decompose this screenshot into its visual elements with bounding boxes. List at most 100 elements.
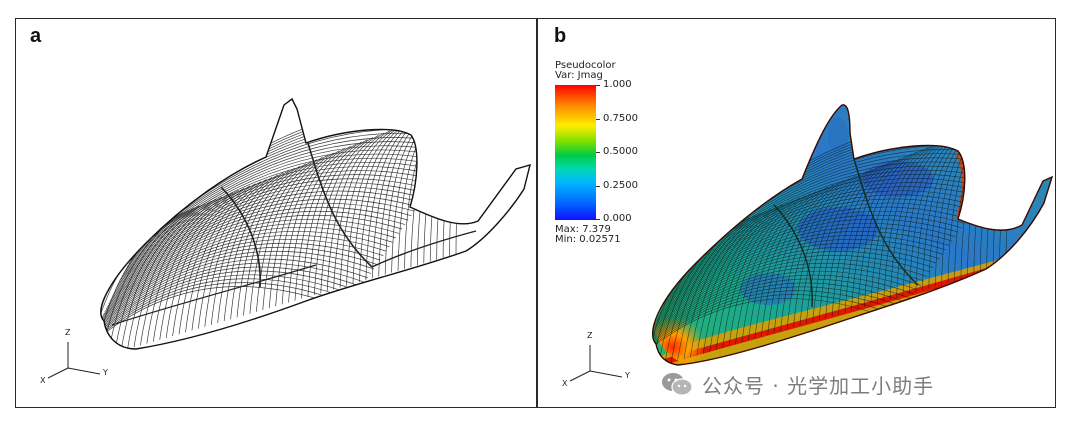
mesh-line	[748, 188, 823, 341]
mesh-line	[715, 199, 795, 350]
mesh-line	[113, 202, 412, 294]
mesh-line	[652, 255, 931, 332]
mesh-line	[728, 195, 806, 347]
mesh-line	[442, 99, 485, 258]
mesh-line	[652, 294, 900, 359]
mesh-line	[178, 183, 256, 335]
legend-variable: Var: Jmag	[555, 70, 603, 81]
axis-y-label: Y	[625, 371, 630, 380]
mesh-line	[741, 191, 817, 343]
mesh-line	[653, 247, 937, 327]
axis-triad-b: Z Y X	[560, 331, 640, 392]
axis-x-label: X	[40, 376, 46, 385]
mesh-line	[857, 151, 918, 309]
mesh-line	[780, 177, 851, 332]
mesh-line	[799, 171, 868, 326]
legend-tick: 0.000	[603, 213, 632, 224]
mesh-line	[838, 158, 901, 315]
mesh-line	[889, 140, 946, 300]
mesh-line	[236, 163, 306, 318]
mesh-line	[346, 126, 402, 286]
mesh-line	[301, 141, 362, 299]
mesh-line	[883, 142, 940, 302]
mesh-line	[652, 258, 928, 335]
colorbar	[555, 85, 596, 220]
mesh-line	[204, 174, 279, 327]
mesh-line	[722, 197, 801, 349]
mesh-line	[652, 278, 912, 348]
mesh-line	[210, 172, 284, 325]
mesh-line	[767, 182, 840, 336]
mesh-line	[812, 166, 879, 322]
mesh-line	[677, 213, 761, 362]
mesh-line	[112, 206, 409, 296]
mesh-line	[844, 155, 907, 313]
mesh-line	[702, 204, 784, 354]
mesh-line	[455, 99, 497, 255]
mesh-line	[670, 215, 756, 363]
mesh-line	[754, 186, 829, 339]
mesh-line	[107, 223, 396, 307]
legend-tick: 0.2500	[603, 180, 638, 191]
panel-b: b Pseudocolor Var: Jmag 1.000 0.7500 0.5…	[537, 18, 1056, 408]
mesh-line	[786, 175, 856, 330]
mesh-line	[129, 153, 449, 262]
mesh-line	[313, 137, 374, 296]
mesh-line	[114, 205, 200, 349]
mesh-line	[131, 149, 452, 259]
mesh-line	[100, 274, 356, 342]
mesh-line	[133, 198, 217, 348]
mesh-line	[100, 270, 359, 339]
mesh-line	[429, 99, 474, 262]
mesh-line	[268, 152, 334, 309]
mesh-line	[100, 246, 378, 323]
mesh-line	[185, 181, 262, 333]
mesh-line	[818, 164, 884, 321]
mesh-line	[100, 250, 375, 326]
mesh-line	[307, 139, 368, 297]
mesh-line	[655, 239, 943, 322]
mesh-line	[217, 170, 290, 324]
mesh-line	[146, 194, 228, 344]
mesh-line	[735, 193, 812, 345]
axis-triad-icon	[569, 345, 623, 382]
mesh-line	[281, 148, 346, 305]
feature-line	[853, 158, 919, 286]
axis-x-label: X	[562, 379, 568, 388]
mesh-line	[683, 210, 767, 360]
mesh-line	[352, 123, 407, 284]
mesh-line	[652, 282, 909, 351]
pseudocolor-model	[651, 104, 1053, 366]
mesh-line	[659, 227, 953, 314]
axis-y-label: Y	[103, 368, 108, 377]
mesh-line	[262, 154, 329, 310]
mesh-line	[333, 130, 390, 290]
mesh-line	[140, 196, 223, 346]
feature-line	[220, 186, 261, 288]
mesh-line	[326, 132, 385, 292]
mesh-line	[249, 159, 318, 314]
legend-title: Pseudocolor	[555, 60, 616, 71]
mesh-line	[652, 290, 903, 356]
mesh-line	[870, 147, 929, 306]
mesh-line	[111, 210, 406, 299]
wireframe-model	[100, 98, 531, 350]
mesh-line	[172, 185, 251, 337]
panel-a: a Z Y X	[15, 18, 537, 408]
mesh-line	[760, 184, 834, 337]
mesh-line	[152, 192, 234, 342]
mesh-line	[288, 145, 351, 303]
axis-triad-icon	[47, 342, 101, 379]
legend-tick: 0.7500	[603, 113, 638, 124]
color-legend: Pseudocolor Var: Jmag 1.000 0.7500 0.500…	[553, 61, 673, 261]
legend-max: Max: 7.379	[555, 224, 611, 235]
mesh-line	[876, 144, 935, 304]
mesh-line	[652, 266, 921, 340]
mesh-line	[667, 202, 971, 298]
mesh-line	[773, 180, 845, 334]
mesh-line	[678, 169, 996, 276]
axis-triad-a: Z Y X	[38, 328, 118, 389]
mesh-line	[339, 128, 396, 288]
mesh-line	[243, 161, 312, 316]
axis-z-label: Z	[65, 328, 71, 337]
